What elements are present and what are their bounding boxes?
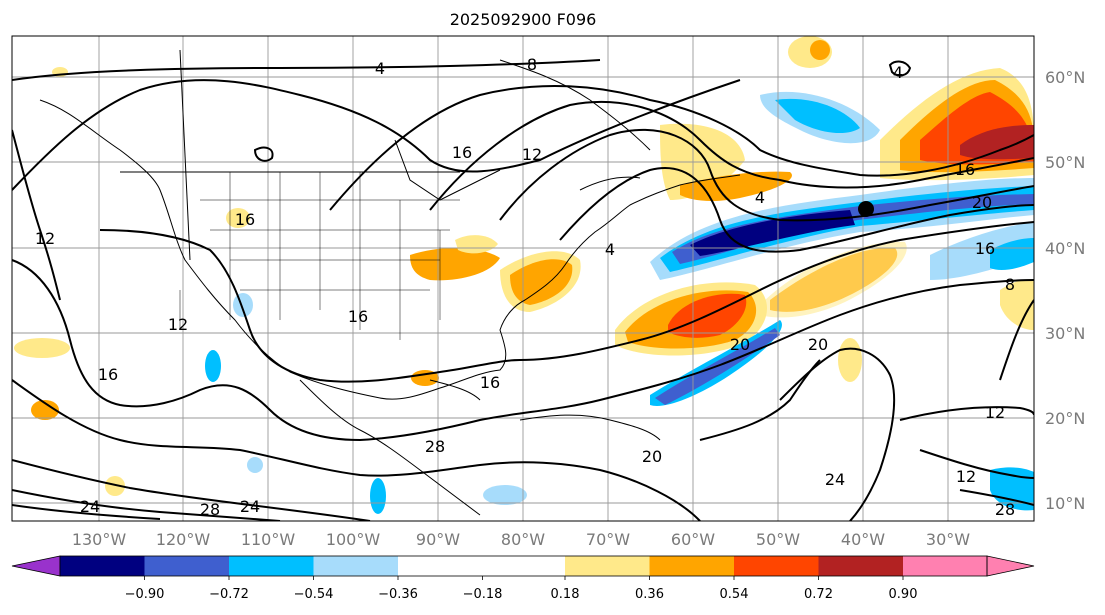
contour-label-4: 4	[375, 59, 385, 78]
longitude-labels: 130°W 120°W 110°W 100°W 90°W 80°W 70°W 6…	[72, 530, 970, 549]
colorbar-tick-10: 0.90	[889, 587, 918, 602]
contour-label-12-a: 12	[522, 145, 542, 164]
lat-label-20n: 20°N	[1045, 409, 1085, 428]
contour-label-20-b: 20	[642, 447, 662, 466]
colorbar-tick-6: 0.18	[551, 587, 580, 602]
lon-label-80w: 80°W	[501, 530, 545, 549]
lon-label-100w: 100°W	[326, 530, 381, 549]
colorbar: −0.90 −0.72 −0.54 −0.36 −0.18 0.18 0.36 …	[11, 555, 1035, 602]
colorbar-tick-3: −0.54	[294, 587, 334, 602]
contour-label-8-b: 8	[1005, 275, 1015, 294]
colorbar-bin-4	[313, 556, 398, 576]
colorbar-bin-9	[818, 556, 903, 576]
colorbar-tick-9: 0.72	[804, 587, 833, 602]
contour-labels: 4 8 16 12 16 20 16 8 12 12 16 16 24 24 2…	[35, 55, 1015, 519]
colorbar-bin-7	[649, 556, 734, 576]
colorbar-tick-8: 0.54	[720, 587, 749, 602]
map-title: 2025092900 F096	[449, 10, 597, 29]
contour-label-16-a: 16	[452, 143, 472, 162]
colorbar-bin-6	[565, 556, 650, 576]
storm-center-marker	[858, 201, 874, 217]
lon-label-120w: 120°W	[156, 530, 211, 549]
contour-label-16-g: 16	[235, 210, 255, 229]
colorbar-bin-8	[734, 556, 819, 576]
lat-label-40n: 40°N	[1045, 239, 1085, 258]
colorbar-tick-2: −0.72	[209, 587, 249, 602]
lon-label-30w: 30°W	[926, 530, 970, 549]
lat-label-10n: 10°N	[1045, 494, 1085, 513]
contour-label-24-b: 24	[240, 497, 260, 516]
lon-label-60w: 60°W	[671, 530, 715, 549]
colorbar-tick-4: −0.36	[378, 587, 418, 602]
colorbar-tick-1: −0.90	[125, 587, 165, 602]
contour-label-28-b: 28	[995, 500, 1015, 519]
contour-label-20-c: 20	[730, 335, 750, 354]
contour-label-16-f: 16	[480, 373, 500, 392]
contour-label-16-b: 16	[955, 160, 975, 179]
lon-label-130w: 130°W	[72, 530, 127, 549]
lat-label-60n: 60°N	[1045, 68, 1085, 87]
colorbar-tick-7: 0.36	[635, 587, 664, 602]
colorbar-bin-2	[144, 556, 229, 576]
colorbar-bin-3	[229, 556, 314, 576]
lon-label-50w: 50°W	[756, 530, 800, 549]
contour-label-28-c: 28	[425, 437, 445, 456]
colorbar-extend-left	[11, 555, 61, 577]
contour-label-16-e: 16	[348, 307, 368, 326]
contour-label-4-c: 4	[605, 240, 615, 259]
colorbar-tick-5: −0.18	[463, 587, 503, 602]
contour-label-4-d: 4	[893, 63, 903, 82]
contour-label-12-b: 12	[35, 229, 55, 248]
lon-label-40w: 40°W	[841, 530, 885, 549]
colorbar-extend-right	[986, 555, 1035, 577]
lon-label-110w: 110°W	[241, 530, 296, 549]
contour-label-12-d: 12	[985, 403, 1005, 422]
contour-label-20-d: 20	[808, 335, 828, 354]
contour-label-12-e: 12	[956, 467, 976, 486]
lon-label-70w: 70°W	[586, 530, 630, 549]
lat-label-30n: 30°N	[1045, 324, 1085, 343]
latitude-labels: 60°N 50°N 40°N 30°N 20°N 10°N	[1045, 68, 1085, 513]
lon-label-90w: 90°W	[416, 530, 460, 549]
contour-label-24-a: 24	[80, 497, 100, 516]
map-border	[11, 35, 1035, 522]
contour-label-24-c: 24	[825, 470, 845, 489]
contours	[12, 59, 1034, 521]
contour-label-16-d: 16	[98, 365, 118, 384]
contour-label-8-a: 8	[527, 55, 537, 74]
colorbar-bin-1	[60, 556, 145, 576]
contour-label-28-a: 28	[200, 500, 220, 519]
state-borders	[179, 172, 460, 340]
contour-label-20-a: 20	[972, 193, 992, 212]
contour-label-12-c: 12	[168, 315, 188, 334]
contour-label-16-c: 16	[975, 239, 995, 258]
contour-label-4-b: 4	[755, 188, 765, 207]
colorbar-bin-10	[903, 556, 987, 576]
lat-label-50n: 50°N	[1045, 153, 1085, 172]
